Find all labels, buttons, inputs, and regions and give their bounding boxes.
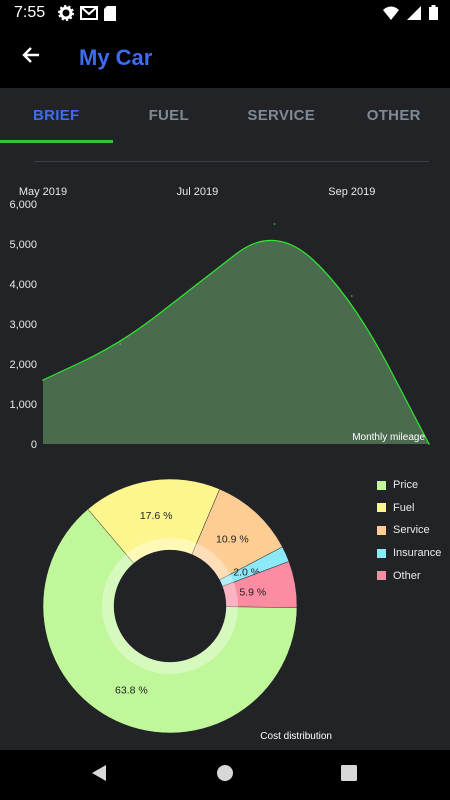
app-title: My Car bbox=[79, 45, 153, 70]
pie-slice-label: 5.9 % bbox=[239, 587, 266, 599]
sd-card-icon bbox=[104, 5, 116, 26]
back-triangle-icon bbox=[90, 764, 108, 787]
y-tick-label: 0 bbox=[31, 439, 37, 450]
donut-hole bbox=[114, 550, 226, 662]
y-tick-label: 3,000 bbox=[9, 319, 37, 331]
y-tick-label: 4,000 bbox=[9, 279, 37, 291]
tab-other[interactable]: OTHER bbox=[366, 107, 421, 124]
tab-bar: BRIEF FUEL SERVICE OTHER bbox=[0, 88, 450, 143]
x-tick-label: Jul 2019 bbox=[177, 186, 219, 198]
status-icons-left bbox=[58, 5, 116, 26]
legend-swatch bbox=[377, 480, 386, 490]
legend-label: Other bbox=[393, 569, 421, 582]
mileage-point-3 bbox=[273, 223, 276, 225]
legend-label: Fuel bbox=[393, 501, 415, 514]
gmail-icon bbox=[80, 6, 98, 25]
mileage-point-1 bbox=[119, 343, 121, 345]
legend-item-fuel: Fuel bbox=[377, 497, 441, 520]
status-time: 7:55 bbox=[14, 4, 46, 21]
nav-home-button[interactable] bbox=[212, 762, 238, 788]
mileage-series-line bbox=[42, 239, 430, 445]
mileage-point-2 bbox=[196, 283, 199, 285]
pie-slice-label: 63.8 % bbox=[115, 684, 148, 696]
status-icons-right bbox=[383, 5, 438, 25]
nav-recents-button[interactable] bbox=[336, 762, 362, 788]
battery-icon bbox=[429, 5, 438, 25]
status-bar: 7:55 bbox=[0, 0, 450, 26]
x-tick-label: Sep 2019 bbox=[328, 186, 375, 198]
mileage-chart-label: Monthly mileage bbox=[352, 432, 425, 443]
mileage-point-0 bbox=[42, 379, 44, 381]
legend-label: Insurance bbox=[393, 547, 442, 560]
home-circle-icon bbox=[216, 764, 234, 787]
tab-service[interactable]: SERVICE bbox=[247, 107, 316, 124]
legend-item-service: Service bbox=[377, 519, 441, 542]
x-tick-label: May 2019 bbox=[19, 186, 67, 198]
gear-icon bbox=[58, 5, 74, 26]
navigation-bar bbox=[0, 750, 450, 800]
legend-swatch bbox=[377, 503, 386, 513]
mileage-point-5 bbox=[428, 443, 430, 445]
legend-swatch bbox=[377, 548, 386, 558]
legend-item-price: Price bbox=[377, 474, 441, 497]
wifi-icon bbox=[383, 6, 399, 25]
legend-item-insurance: Insurance bbox=[377, 542, 441, 565]
recents-square-icon bbox=[340, 764, 358, 787]
divider bbox=[34, 161, 429, 162]
y-tick-label: 6,000 bbox=[9, 199, 37, 211]
y-tick-label: 2,000 bbox=[9, 359, 37, 371]
cost-legend: Price Fuel Service Insurance Other bbox=[377, 474, 441, 587]
nav-back-button[interactable] bbox=[86, 762, 112, 788]
back-button[interactable] bbox=[14, 40, 48, 74]
legend-label: Price bbox=[393, 479, 419, 492]
app-bar: My Car bbox=[0, 26, 450, 88]
mileage-area bbox=[43, 240, 429, 444]
legend-swatch bbox=[377, 571, 386, 581]
y-tick-label: 1,000 bbox=[9, 399, 37, 411]
legend-swatch bbox=[377, 525, 386, 535]
tab-fuel[interactable]: FUEL bbox=[148, 107, 189, 124]
donut-inner-ring bbox=[102, 538, 238, 674]
monthly-mileage-chart: 6,000 5,000 4,000 3,000 2,000 1,000 0 May 2019 J… bbox=[9, 186, 430, 450]
mileage-point-4 bbox=[351, 295, 353, 297]
cost-distribution-chart: 63.8 %17.6 %10.9 %2.0 %5.9 %Cost distrib… bbox=[42, 478, 332, 742]
pie-slice-label: 17.6 % bbox=[140, 510, 173, 522]
arrow-back-icon bbox=[21, 45, 41, 70]
pie-slice-label: 10.9 % bbox=[216, 533, 249, 545]
tab-brief[interactable]: BRIEF bbox=[0, 88, 113, 143]
y-tick-label: 5,000 bbox=[9, 239, 37, 251]
signal-icon bbox=[407, 5, 421, 25]
cost-chart-label: Cost distribution bbox=[260, 731, 332, 742]
legend-label: Service bbox=[393, 524, 430, 537]
legend-item-other: Other bbox=[377, 564, 441, 587]
